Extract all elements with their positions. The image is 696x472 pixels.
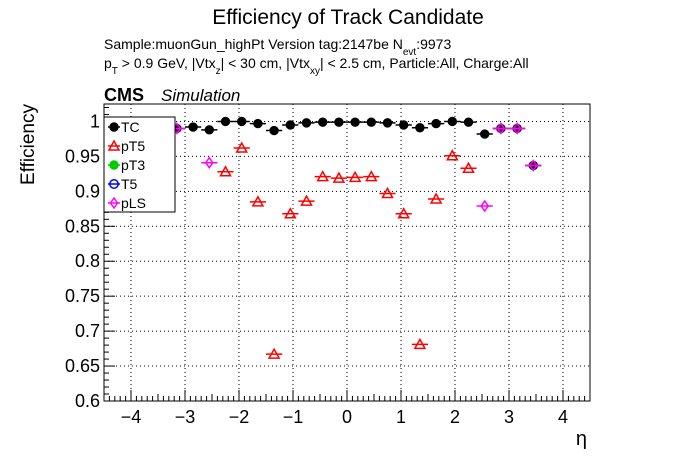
TC-point <box>366 117 376 127</box>
pLS-point <box>512 122 522 135</box>
y-axis-label: Efficiency <box>18 104 39 185</box>
TC-point <box>285 120 295 130</box>
TC-point <box>350 117 360 127</box>
x-tick-label: 3 <box>504 407 514 427</box>
pT5-point <box>219 165 232 177</box>
TC-point <box>431 118 441 129</box>
chart-title: Efficiency of Track Candidate <box>212 6 484 29</box>
TC-point <box>382 118 393 128</box>
pT5-point <box>251 195 265 207</box>
legend-label-T5: T5 <box>121 176 138 192</box>
TC-point <box>399 120 409 130</box>
pT5-point <box>235 141 248 153</box>
pT5-point <box>397 207 410 219</box>
pT5-point <box>413 337 427 350</box>
series-pLS <box>168 122 542 213</box>
TC-point <box>188 122 198 132</box>
TC-point <box>269 125 279 136</box>
y-tick-label: 0.6 <box>75 391 100 411</box>
TC-point <box>253 118 263 129</box>
pT5-point <box>462 161 475 174</box>
legend-label-pLS: pLS <box>121 195 146 211</box>
pT5-point <box>446 149 459 161</box>
TC-point <box>447 116 457 127</box>
subtitle-cut-text-a: > 0.9 GeV, |Vtx <box>118 55 216 71</box>
TC-point <box>204 125 215 135</box>
pT5-point <box>316 170 329 182</box>
chart-subtitle-line2: pT > 0.9 GeV, |Vtxz| < 30 cm, |Vtxxy| < … <box>104 55 529 77</box>
x-tick-label: −3 <box>175 407 196 427</box>
TC-point <box>415 123 425 133</box>
subtitle-cut-text-c: | < 2.5 cm, Particle:All, Charge:All <box>320 55 529 71</box>
axes: −4 −3 −2 −1 0 1 2 3 4 0.6 0.65 0.7 0.75 0.8 0.85 0.9 0.9… <box>65 103 591 427</box>
subtitle-nevt-subscript: evt <box>403 47 417 58</box>
TC-point <box>334 117 344 127</box>
pLS-point <box>204 156 214 170</box>
x-tick-label: −1 <box>283 407 304 427</box>
y-tick-label: 1 <box>90 111 100 131</box>
TC-point <box>480 129 490 139</box>
y-tick-label: 0.95 <box>65 146 100 166</box>
x-tick-label: −2 <box>229 407 250 427</box>
x-tick-label: 2 <box>450 407 460 427</box>
pT5-point <box>381 186 394 199</box>
subtitle-nevt-value: :9973 <box>416 36 451 52</box>
y-tick-label: 0.85 <box>65 216 100 236</box>
subtitle-pt-symbol: p <box>104 55 112 71</box>
TC-point <box>463 117 474 127</box>
pT5-point <box>300 194 313 206</box>
legend-label-pT5: pT5 <box>121 138 145 154</box>
chart-subtitle-line1: Sample:muonGun_highPt Version tag:2147be… <box>104 36 451 58</box>
y-tick-label: 0.75 <box>65 286 100 306</box>
cms-label: CMS <box>104 85 144 105</box>
legend-label-TC: TC <box>121 119 140 135</box>
pLS-point <box>496 122 506 135</box>
TC-point <box>220 116 231 127</box>
legend-marker-pT5 <box>107 139 121 151</box>
pT5-point <box>429 192 443 204</box>
pT5-point <box>332 171 346 183</box>
x-axis-label: η <box>576 428 587 450</box>
pLS-point <box>528 159 538 172</box>
subtitle-z-subscript: z <box>216 66 221 77</box>
legend-marker-T5 <box>109 179 119 189</box>
subtitle-xy-subscript: xy <box>310 66 320 77</box>
x-tick-label: 4 <box>558 407 568 427</box>
series-pT5 <box>217 141 477 359</box>
subtitle-cut-text-b: | < 30 cm, |Vtx <box>221 55 310 71</box>
x-tick-label: 0 <box>342 407 352 427</box>
simulation-label: Simulation <box>161 86 240 105</box>
TC-point <box>237 116 247 127</box>
legend-marker-pT3 <box>109 160 119 170</box>
pT5-point <box>348 170 362 183</box>
subtitle-sample-text: Sample:muonGun_highPt Version tag:2147be… <box>104 36 403 52</box>
legend-label-pT3: pT3 <box>121 157 145 173</box>
pT5-point <box>267 347 281 359</box>
pT5-point <box>284 207 297 219</box>
TC-point <box>301 118 312 128</box>
legend-marker-pLS <box>109 196 119 210</box>
y-tick-label: 0.9 <box>75 181 100 201</box>
x-tick-label: 1 <box>396 407 406 427</box>
y-tick-label: 0.7 <box>75 321 100 341</box>
x-tick-label: −4 <box>121 407 142 427</box>
y-tick-label: 0.65 <box>65 356 100 376</box>
y-tick-label: 0.8 <box>75 251 100 271</box>
pLS-point <box>480 199 490 213</box>
legend: TC pT5 pT3 T5 pLS <box>103 116 176 213</box>
TC-point <box>318 117 328 127</box>
pT5-point <box>365 170 378 182</box>
legend-marker-TC <box>109 122 119 132</box>
subtitle-pt-subscript: T <box>112 66 118 77</box>
